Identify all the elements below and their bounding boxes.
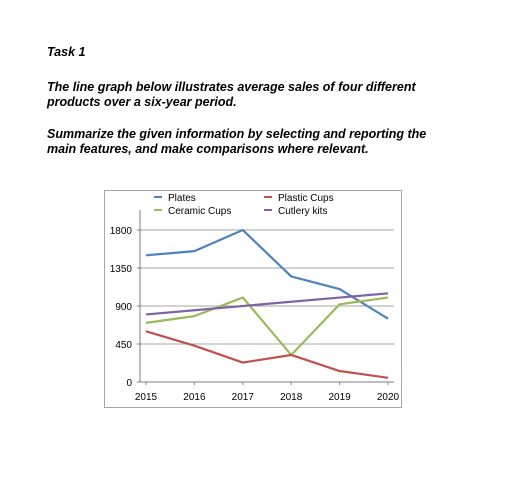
series-line-plastic-cups [145, 330, 389, 379]
series-line-cutlery-kits [145, 292, 389, 316]
x-tick-label: 2020 [377, 392, 400, 403]
legend-label: Plates [168, 193, 196, 204]
task-description-line-1: The line graph below illustrates average… [47, 80, 416, 94]
x-tick-label: 2016 [183, 392, 206, 403]
y-tick-label: 1350 [110, 264, 133, 275]
legend-label: Ceramic Cups [168, 206, 231, 217]
y-tick-label: 900 [115, 302, 132, 313]
legend: Plates Ceramic Cups Plastic Cups Cutlery ki… [154, 193, 334, 217]
task-title: Task 1 [47, 45, 86, 59]
task-instructions-line-1: Summarize the given information by selec… [47, 127, 427, 141]
task-description-line-2: products over a six-year period. [47, 95, 237, 109]
x-tick-label: 2017 [232, 392, 255, 403]
series-line-plates [145, 228, 389, 320]
series-line-ceramic-cups [145, 296, 389, 357]
x-tick-label: 2019 [328, 392, 351, 403]
task-instructions-line-2: main features, and make comparisons wher… [47, 142, 369, 156]
y-tick-label: 1800 [110, 226, 133, 237]
y-tick-label: 0 [126, 378, 132, 389]
x-tick-label: 2015 [135, 392, 158, 403]
legend-label: Cutlery kits [278, 206, 327, 217]
y-tick-label: 450 [115, 340, 132, 351]
task-instructions: Summarize the given information by selec… [47, 127, 467, 157]
legend-label: Plastic Cups [278, 193, 334, 204]
grid-lines [140, 229, 394, 345]
line-chart: 0 450 900 1350 1800 2015 2016 2017 2018 2019 2020 … [104, 190, 402, 408]
series-lines [145, 228, 389, 379]
task-description: The line graph below illustrates average… [47, 80, 467, 110]
axes: 0 450 900 1350 1800 2015 2016 2017 2018 2019 2020 [110, 210, 400, 403]
chart-frame [104, 190, 402, 408]
x-tick-label: 2018 [280, 392, 303, 403]
